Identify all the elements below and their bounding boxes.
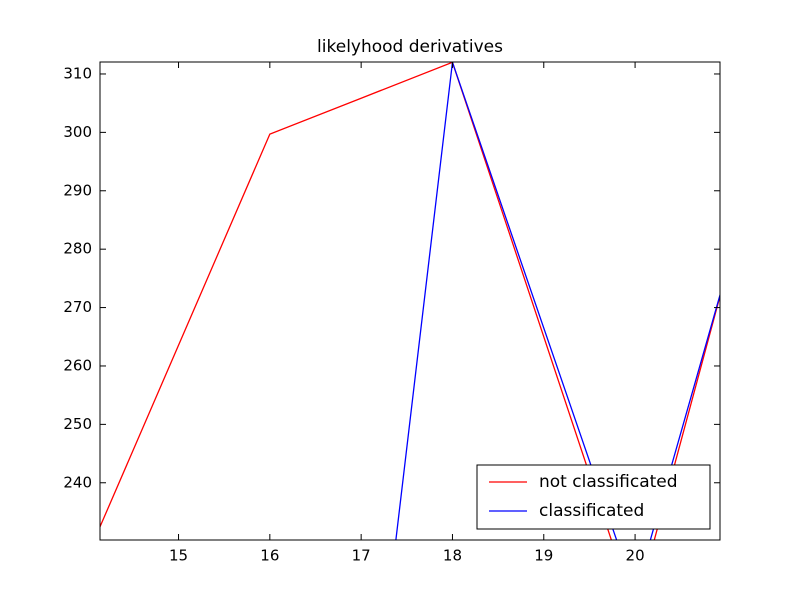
axes-frame xyxy=(99,61,721,541)
legend-box xyxy=(476,464,711,530)
x-tick-label: 19 xyxy=(534,547,553,565)
plot-area xyxy=(100,62,720,540)
y-tick-label: 240 xyxy=(63,473,92,491)
y-tick-label: 310 xyxy=(63,64,92,82)
x-tick-label: 17 xyxy=(352,547,371,565)
line-series xyxy=(395,62,720,540)
x-tick-label: 15 xyxy=(169,547,188,565)
line-series xyxy=(100,62,720,540)
y-tick-label: 270 xyxy=(63,298,92,316)
y-tick-label: 280 xyxy=(63,240,92,258)
y-tick-label: 260 xyxy=(63,356,92,374)
y-tick-label: 250 xyxy=(63,415,92,433)
x-tick-label: 20 xyxy=(626,547,645,565)
legend: not classificated classificated xyxy=(476,464,711,530)
legend-label: not classificated xyxy=(539,472,678,492)
legend-label: classificated xyxy=(539,501,644,521)
chart-title: likelyhood derivatives xyxy=(317,37,503,57)
x-tick-label: 18 xyxy=(443,547,462,565)
y-tick-label: 290 xyxy=(63,181,92,199)
y-tick-label: 300 xyxy=(63,123,92,141)
x-tick-label: 16 xyxy=(260,547,279,565)
